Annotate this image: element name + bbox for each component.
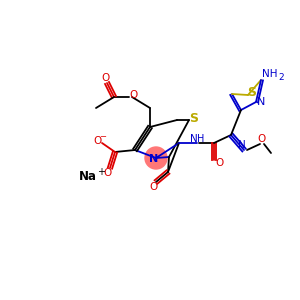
Text: O: O: [101, 73, 109, 83]
Text: S: S: [190, 112, 199, 124]
Text: S: S: [248, 85, 256, 98]
Text: N: N: [257, 97, 265, 107]
Text: O: O: [150, 182, 158, 192]
Text: +: +: [97, 167, 105, 177]
Text: N: N: [149, 154, 159, 164]
Text: O: O: [257, 134, 265, 144]
Text: H: H: [197, 134, 205, 144]
Text: O: O: [129, 90, 137, 100]
Text: −: −: [100, 133, 106, 142]
Text: NH: NH: [262, 69, 278, 79]
Circle shape: [145, 147, 167, 169]
Text: 2: 2: [278, 73, 284, 82]
Text: O: O: [215, 158, 223, 168]
Text: N: N: [190, 134, 198, 144]
Text: Na: Na: [79, 170, 97, 184]
Text: N: N: [238, 140, 246, 150]
Text: O: O: [93, 136, 101, 146]
Text: O: O: [103, 168, 111, 178]
